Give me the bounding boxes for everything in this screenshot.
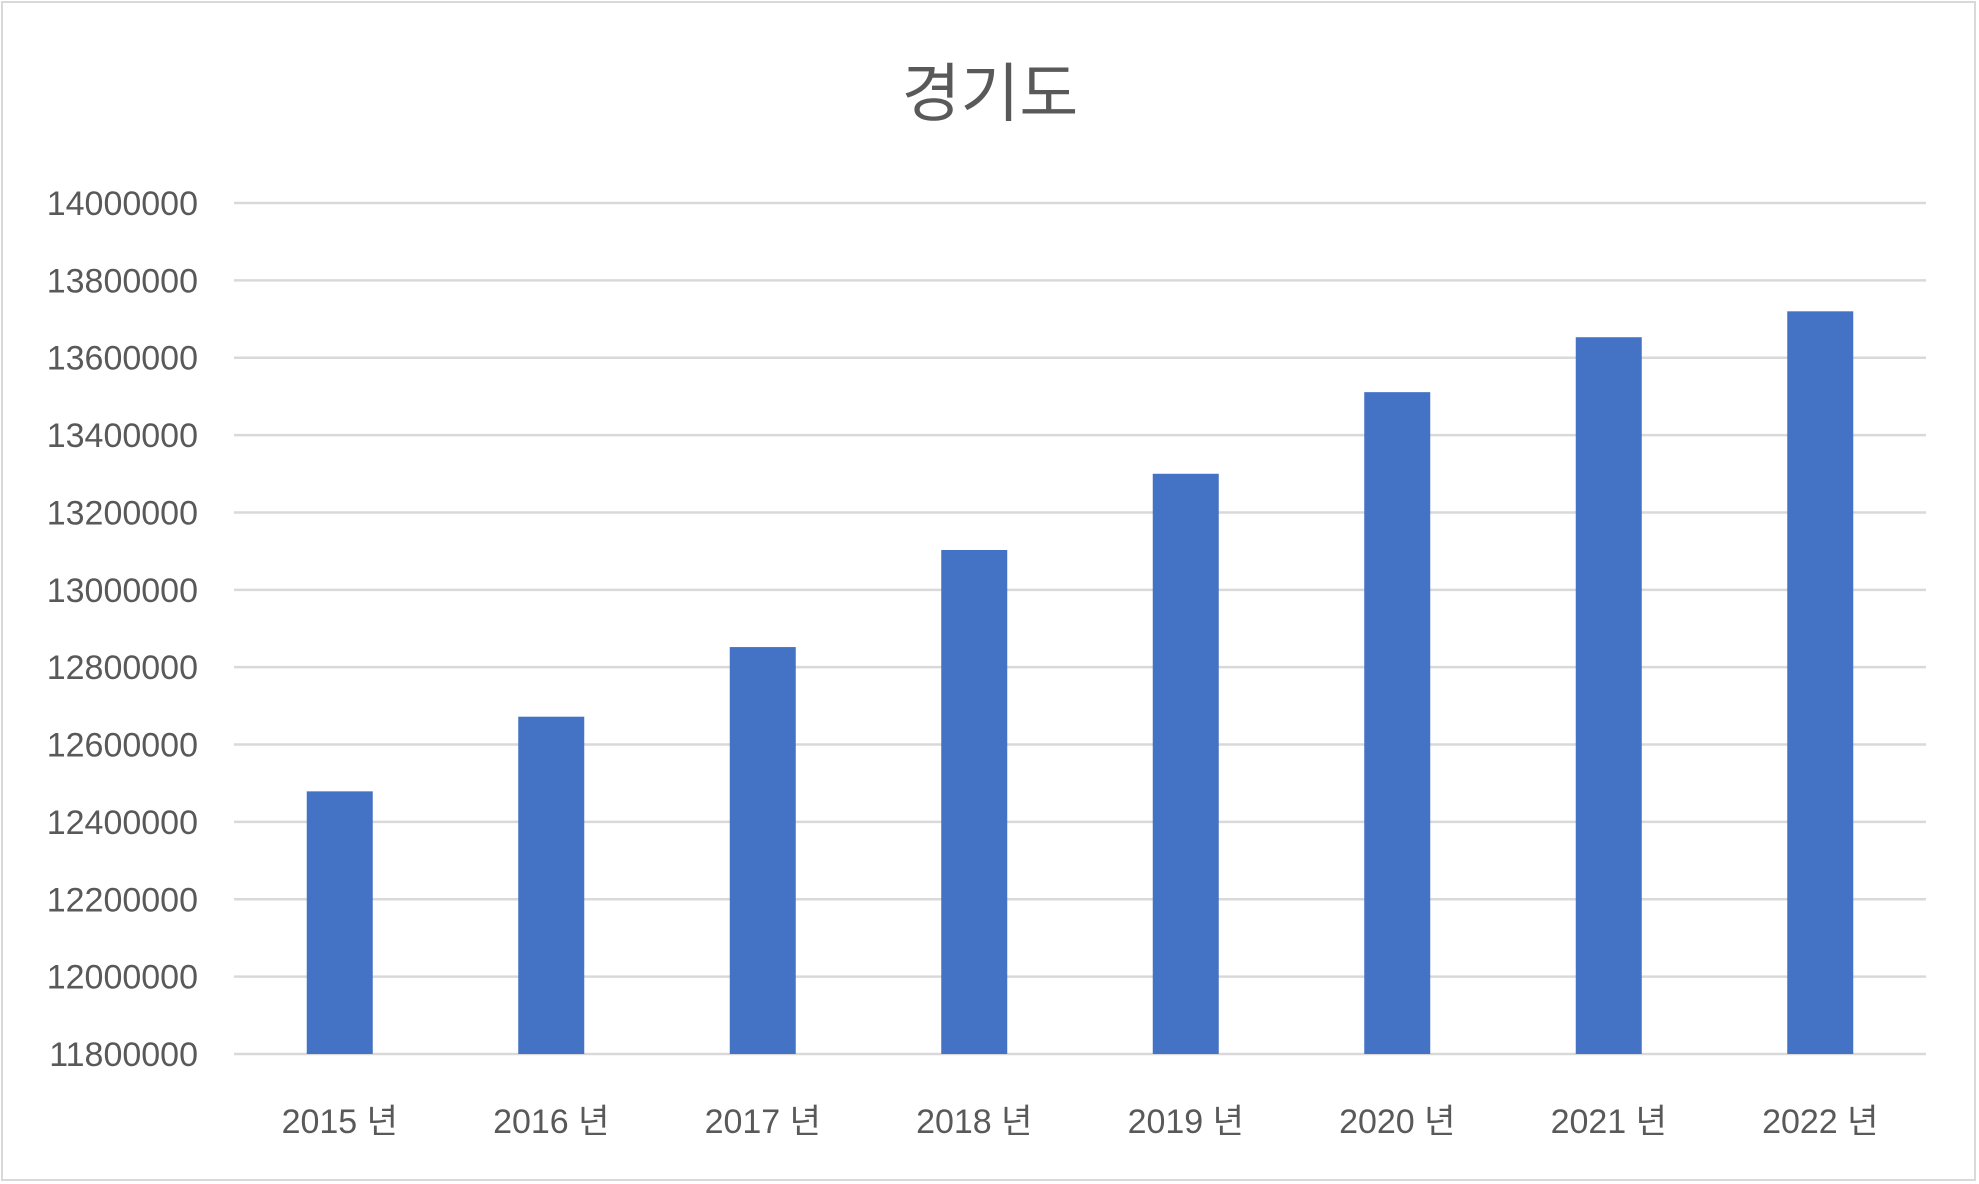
- bar-5: [1152, 473, 1219, 1055]
- x-tick-label: 2016 년: [493, 1103, 609, 1141]
- bar-1: [306, 791, 373, 1054]
- y-tick-label: 12600000: [47, 727, 198, 765]
- bars: [306, 311, 1854, 1055]
- x-tick-label: 2015 년: [282, 1103, 398, 1141]
- x-tick-label: 2020 년: [1339, 1103, 1455, 1141]
- y-tick-label: 13400000: [47, 417, 198, 455]
- y-tick-label: 12800000: [47, 649, 198, 687]
- y-tick-label: 12000000: [47, 959, 198, 997]
- y-tick-label: 12200000: [47, 881, 198, 919]
- x-tick-label: 2019 년: [1128, 1103, 1244, 1141]
- bar-4: [941, 549, 1008, 1054]
- bar-2: [518, 716, 585, 1054]
- bar-7: [1575, 337, 1642, 1054]
- x-tick-label: 2018 년: [916, 1103, 1032, 1141]
- y-axis-tick-labels: 11800000 12000000 12200000 12400000 12600000…: [47, 185, 198, 1074]
- x-tick-label: 2021 년: [1551, 1103, 1667, 1141]
- x-tick-label: 2017 년: [705, 1103, 821, 1141]
- x-tick-label: 2022 년: [1762, 1103, 1878, 1141]
- y-tick-label: 13200000: [47, 494, 198, 532]
- y-tick-label: 13000000: [47, 572, 198, 610]
- gridlines: [234, 201, 1926, 1056]
- bar-3: [729, 647, 796, 1054]
- bar-6: [1364, 392, 1431, 1055]
- y-tick-label: 13600000: [47, 340, 198, 378]
- chart-title: 경기도: [902, 58, 1079, 132]
- bar-8: [1787, 311, 1854, 1054]
- y-tick-label: 11800000: [49, 1036, 198, 1074]
- y-tick-label: 12400000: [47, 804, 198, 842]
- y-tick-label: 14000000: [47, 185, 198, 223]
- x-axis-tick-labels: 2015 년 2016 년 2017 년 2018 년 2019 년 2020 년 2021…: [282, 1103, 1879, 1141]
- y-tick-label: 13800000: [47, 262, 198, 300]
